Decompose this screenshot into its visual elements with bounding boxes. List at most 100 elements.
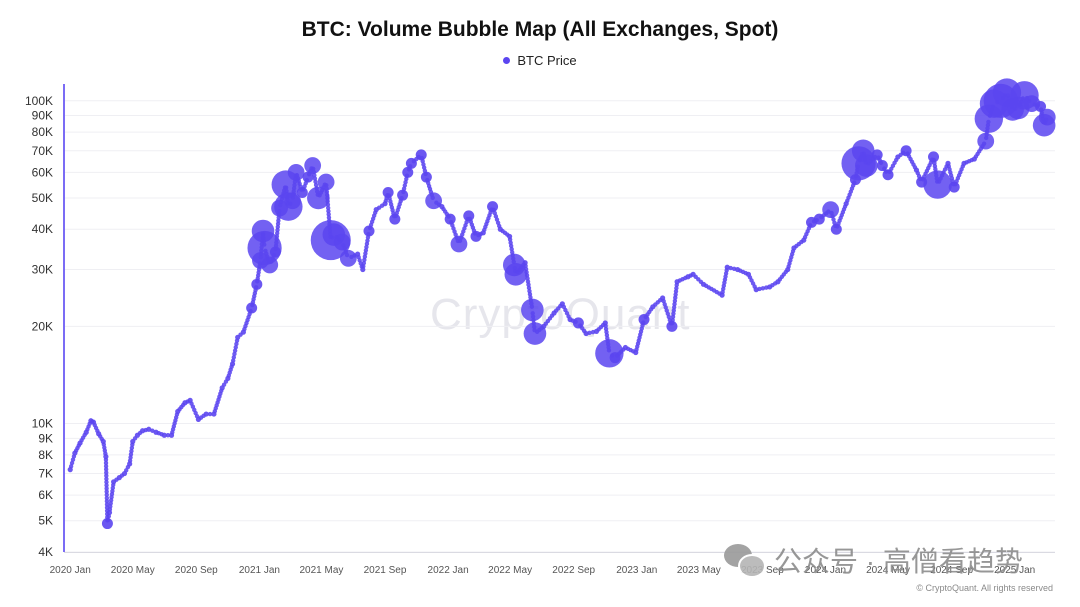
volume-bubble xyxy=(1032,113,1056,137)
y-tick-label: 100K xyxy=(25,94,53,108)
copyright: © CryptoQuant. All rights reserved xyxy=(916,583,1053,593)
volume-bubble xyxy=(225,375,231,382)
volume-bubble xyxy=(304,157,322,174)
y-tick-label: 30K xyxy=(32,263,53,277)
volume-bubble xyxy=(103,454,109,460)
volume-bubble xyxy=(504,263,528,286)
x-tick-label: 2020 Sep xyxy=(175,565,218,576)
x-tick-label: 2024 May xyxy=(866,565,910,576)
price-dot xyxy=(232,351,237,357)
price-dot xyxy=(671,308,676,313)
y-tick-label: 9K xyxy=(38,431,53,445)
volume-bubble xyxy=(791,245,797,251)
price-dot xyxy=(165,433,171,438)
volume-bubble xyxy=(175,408,181,415)
volume-bubble xyxy=(450,235,468,253)
volume-bubble xyxy=(785,266,791,273)
volume-bubble xyxy=(405,157,417,169)
wechat-caption: 公众号 · 高僧看趋势 xyxy=(724,540,1023,580)
volume-bubble xyxy=(168,432,175,438)
volume-bubble xyxy=(928,151,940,163)
price-dot xyxy=(104,476,109,482)
volume-bubble xyxy=(700,281,707,287)
y-tick-label: 5K xyxy=(38,514,53,528)
y-tick-label: 40K xyxy=(32,222,53,236)
volume-bubble xyxy=(130,438,136,445)
x-tick-label: 2022 Jan xyxy=(428,565,469,576)
volume-bubble xyxy=(211,411,217,417)
volume-bubble xyxy=(595,339,624,368)
volume-bubble xyxy=(882,169,894,181)
x-tick-label: 2021 Jan xyxy=(239,565,280,576)
price-dot xyxy=(128,455,133,460)
volume-bubble xyxy=(240,329,246,335)
price-dot xyxy=(671,305,677,310)
chart-title: BTC: Volume Bubble Map (All Exchanges, S… xyxy=(301,18,779,41)
x-tick-label: 2021 Sep xyxy=(364,565,407,576)
volume-bubble xyxy=(360,266,366,273)
volume-bubble xyxy=(402,166,414,178)
volume-bubble xyxy=(229,361,236,367)
volume-bubble xyxy=(355,251,361,257)
price-dot xyxy=(313,182,319,188)
volume-bubble xyxy=(822,201,840,219)
volume-bubble xyxy=(77,440,83,446)
volume-bubble xyxy=(425,192,443,210)
volume-bubble xyxy=(843,201,849,207)
volume-bubble xyxy=(274,192,303,221)
volume-bubble xyxy=(247,230,282,266)
volume-bubble xyxy=(161,432,167,438)
volume-bubble xyxy=(134,432,141,438)
volume-bubble xyxy=(182,400,188,406)
price-dot xyxy=(671,311,676,316)
volume-bubble xyxy=(913,167,920,173)
volume-bubble xyxy=(251,278,263,290)
price-dot xyxy=(231,355,237,360)
price-dot xyxy=(104,492,109,498)
volume-bubble xyxy=(633,349,639,356)
price-dot xyxy=(670,314,676,320)
volume-bubble xyxy=(497,226,503,232)
volume-bubble xyxy=(923,170,952,199)
volume-bubble xyxy=(895,154,901,160)
x-tick-label: 2020 May xyxy=(111,565,155,576)
price-dot xyxy=(104,499,110,504)
volume-bubble xyxy=(719,292,725,298)
volume-bubble xyxy=(593,328,600,334)
price-dot xyxy=(104,495,110,501)
price-dot xyxy=(103,463,109,469)
volume-bubble xyxy=(690,271,696,277)
legend-label: BTC Price xyxy=(517,53,577,68)
price-dot xyxy=(673,295,678,300)
volume-bubble xyxy=(470,230,482,242)
volume-bubble xyxy=(90,419,97,425)
volume-bubble xyxy=(106,509,113,516)
volume-bubble xyxy=(487,201,499,213)
volume-bubble xyxy=(572,317,584,329)
volume-bubble xyxy=(463,210,475,222)
volume-bubble xyxy=(415,149,427,161)
volume-bubble xyxy=(382,201,388,207)
volume-bubble xyxy=(83,429,89,435)
volume-bubble xyxy=(219,385,225,391)
price-dot xyxy=(207,411,213,417)
y-tick-label: 4K xyxy=(38,545,53,559)
volume-bubble xyxy=(146,426,152,432)
volume-bubble xyxy=(111,479,117,485)
y-tick-label: 60K xyxy=(32,165,53,179)
x-tick-label: 2025 Jan xyxy=(994,565,1035,576)
volume-bubble xyxy=(507,233,513,240)
price-dot xyxy=(233,345,238,350)
volume-bubble xyxy=(153,429,159,435)
volume-bubble xyxy=(961,160,967,166)
y-tick-label: 7K xyxy=(38,467,53,481)
price-dot xyxy=(103,460,109,466)
price-dot xyxy=(313,179,318,184)
volume-bubble xyxy=(841,146,876,181)
volume-bubble xyxy=(567,316,573,323)
price-dot xyxy=(672,298,678,304)
legend[interactable]: BTC Price xyxy=(0,53,1080,68)
price-dot xyxy=(673,292,678,297)
volume-bubble xyxy=(480,230,486,236)
